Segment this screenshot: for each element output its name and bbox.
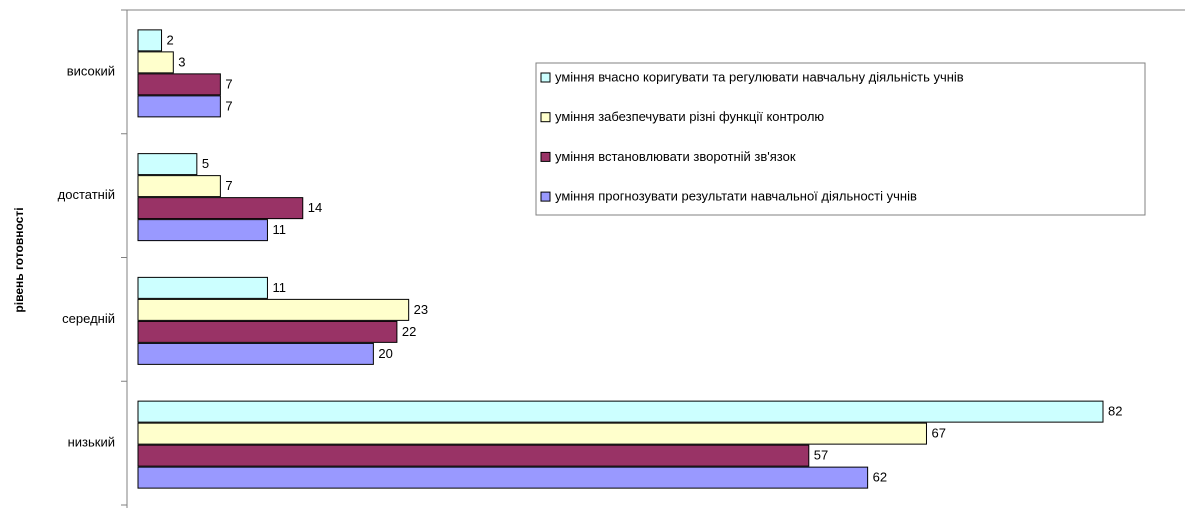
y-tick-label: високий xyxy=(67,63,115,78)
bar xyxy=(137,73,221,96)
legend-label: уміння прогнозувати результати навчально… xyxy=(555,189,917,204)
legend-label: уміння вчасно коригувати та регулювати н… xyxy=(555,69,964,84)
data-label: 7 xyxy=(225,76,232,91)
data-label: 7 xyxy=(225,178,232,193)
y-tick-label: низький xyxy=(68,435,115,450)
bar xyxy=(137,342,374,365)
legend-swatch xyxy=(540,191,551,202)
bar xyxy=(137,466,869,489)
data-label: 62 xyxy=(873,470,887,485)
legend-label: уміння забезпечувати різні функції контр… xyxy=(555,109,824,124)
bar xyxy=(137,175,221,198)
bar xyxy=(137,197,304,220)
y-tick-label: достатній xyxy=(58,187,115,202)
data-label: 20 xyxy=(378,346,392,361)
data-label: 82 xyxy=(1108,404,1122,419)
bar xyxy=(137,153,198,176)
data-label: 11 xyxy=(272,222,286,237)
bar xyxy=(137,320,398,343)
data-label: 5 xyxy=(202,156,209,171)
data-label: 2 xyxy=(167,32,174,47)
bar xyxy=(137,298,410,321)
legend-swatch xyxy=(540,112,551,123)
data-label: 7 xyxy=(225,98,232,113)
bar xyxy=(137,219,268,242)
bar xyxy=(137,422,927,445)
legend xyxy=(535,62,1146,216)
data-label: 67 xyxy=(931,426,945,441)
y-tick-label: середній xyxy=(62,311,115,326)
legend-label: уміння встановлювати зворотній зв'язок xyxy=(555,149,796,164)
bar xyxy=(137,276,268,299)
bar xyxy=(137,444,810,467)
bar xyxy=(137,95,221,118)
legend-swatch xyxy=(540,151,551,162)
data-label: 14 xyxy=(308,200,322,215)
bar xyxy=(137,29,163,52)
data-label: 57 xyxy=(814,448,828,463)
legend-swatch xyxy=(540,72,551,83)
data-label: 23 xyxy=(414,302,428,317)
data-label: 11 xyxy=(272,280,286,295)
y-axis-label: рівень готовності xyxy=(12,207,26,312)
bar xyxy=(137,400,1104,423)
data-label: 3 xyxy=(178,54,185,69)
bar xyxy=(137,51,174,74)
data-label: 22 xyxy=(402,324,416,339)
